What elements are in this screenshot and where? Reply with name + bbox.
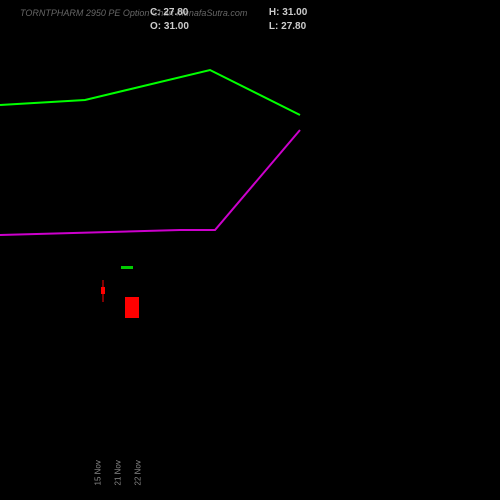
high-value: H: 31.00 (269, 6, 307, 20)
candle-body (125, 297, 139, 318)
x-axis-labels: 15 Nov 21 Nov 22 Nov (0, 450, 500, 490)
close-value: C: 27.80 (150, 6, 189, 20)
x-axis-tick-label: 15 Nov (94, 460, 103, 485)
indicator-line (0, 130, 300, 235)
chart-svg (0, 40, 500, 440)
low-value: L: 27.80 (269, 20, 307, 34)
chart-header: TORNTPHARM 2950 PE Option Chart MunafaSu… (20, 8, 480, 34)
indicator-line (0, 70, 300, 115)
chart-canvas (0, 40, 500, 440)
candle-body (121, 266, 133, 269)
x-axis-tick-label: 21 Nov (114, 460, 123, 485)
x-axis-tick-label: 22 Nov (134, 460, 143, 485)
candle-body (101, 287, 105, 294)
open-value: O: 31.00 (150, 20, 189, 34)
